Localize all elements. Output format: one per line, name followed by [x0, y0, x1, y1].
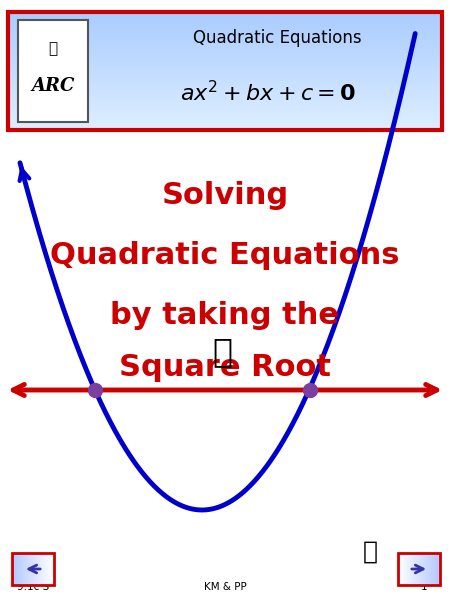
Text: by taking the: by taking the: [111, 301, 339, 329]
Text: 🌳: 🌳: [49, 41, 58, 56]
Text: ARC: ARC: [32, 77, 75, 95]
Text: $\mathit{ax}^2 + \mathit{bx} + \mathit{c} = \mathbf{0}$: $\mathit{ax}^2 + \mathit{bx} + \mathit{c…: [180, 80, 356, 105]
Text: Quadratic Equations: Quadratic Equations: [50, 241, 400, 269]
Bar: [398, 553, 440, 585]
Bar: [12, 553, 54, 585]
Bar: [18, 20, 88, 122]
Text: 9.1c S: 9.1c S: [17, 582, 49, 592]
Bar: [8, 12, 442, 130]
Text: 🦫: 🦫: [363, 540, 378, 564]
Text: KM & PP: KM & PP: [203, 582, 247, 592]
Text: 1: 1: [421, 582, 427, 592]
Text: Square Root: Square Root: [119, 353, 331, 383]
Text: 🦫: 🦫: [212, 335, 233, 368]
Text: Solving: Solving: [162, 181, 288, 209]
Text: Quadratic Equations: Quadratic Equations: [193, 29, 361, 47]
